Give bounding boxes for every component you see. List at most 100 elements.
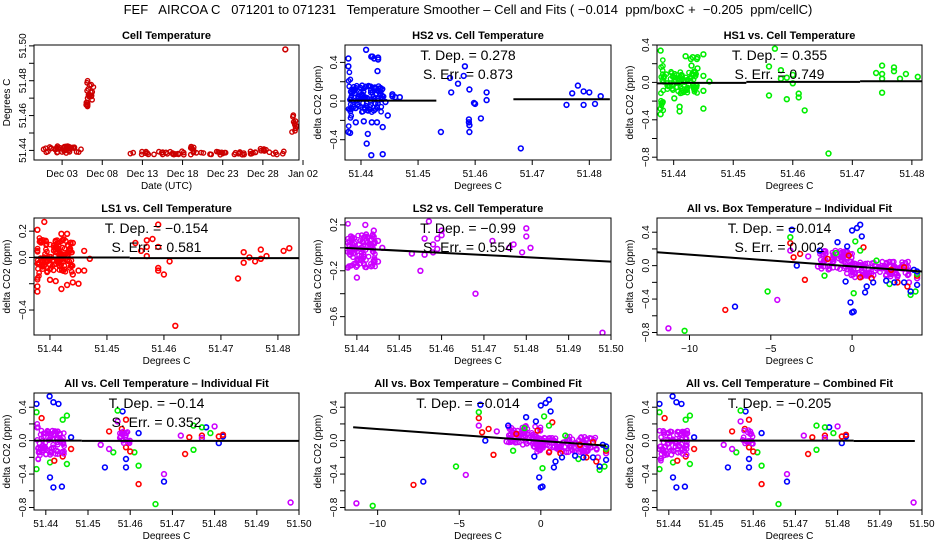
data-point [537,402,544,409]
data-point [844,270,850,277]
data-point [58,230,65,238]
data-point [489,237,496,245]
data-point [43,445,49,452]
data-point [771,45,779,52]
x-tick-label: 51.45 [75,519,100,530]
data-point [448,89,455,96]
y-tick-label: 0.0 [18,250,29,264]
data-point [84,79,91,86]
data-point [787,247,794,254]
chart-title: All vs. Box Temperature – Combined Fit [374,378,582,390]
x-axis-label: Degrees C [766,181,814,192]
data-point [913,281,921,289]
data-point [59,416,66,423]
fit-annotation: S. Err. = 0.581 [112,239,202,255]
data-point [177,432,185,439]
data-point [690,434,698,441]
data-point [540,413,548,420]
data-point [700,87,707,95]
data-point [200,150,207,156]
data-point [347,115,354,121]
data-point [345,63,352,70]
data-point [345,106,352,112]
data-point [446,74,454,82]
x-tick-label: 51.47 [208,344,233,355]
plot-area [353,396,610,509]
data-point [282,46,289,53]
data-point [821,272,828,279]
data-point [434,235,441,242]
data-point [847,299,854,306]
data-point [890,67,898,75]
x-tick-label: Dec 08 [86,169,118,180]
chart-title: All vs. Cell Temperature – Individual Fi… [64,378,269,390]
data-point [289,113,296,120]
data-point [287,499,294,506]
series-cell [40,46,299,158]
data-point [706,78,713,85]
x-axis-label: Date (UTC) [141,181,192,192]
y-tick-label: −0.8 [641,497,652,517]
data-point [138,151,145,158]
fit-annotation: T. Dep. = 0.278 [420,47,516,63]
data-point [352,119,359,126]
data-point [180,151,187,158]
data-point [78,146,84,153]
data-point [671,95,678,102]
data-point [63,230,71,238]
data-point [894,279,901,286]
data-point [905,271,912,278]
y-tick-label: 51.50 [18,33,29,58]
data-point [507,431,514,438]
data-point [822,250,829,257]
data-point [63,281,71,289]
x-tick-label: Dec 28 [247,169,279,180]
data-point [126,448,134,455]
x-tick-label: 51.48 [899,169,924,180]
data-point [485,425,492,433]
data-point [887,273,894,280]
data-point [367,106,374,113]
y-tick-label: 0.0 [329,433,340,447]
data-point [55,428,61,435]
data-point [353,274,361,281]
x-tick-label: 51.49 [556,344,581,355]
y-axis-label: delta CO2 (ppm) [2,240,13,314]
data-point [664,86,671,93]
data-point [904,272,911,279]
data-point [135,462,142,469]
data-point [290,119,297,125]
data-point [657,465,663,473]
data-point [348,262,355,269]
data-point [58,285,65,293]
fit-annotation: T. Dep. = −0.014 [728,220,832,236]
data-point [586,89,593,96]
data-point [241,151,248,158]
data-point [122,416,130,423]
x-axis: 51.44 51.45 51.46 51.47 51.48 Degrees C [37,335,291,367]
data-point [914,73,921,81]
x-axis-label: Degrees C [766,356,814,367]
data-point [863,283,870,290]
data-point [358,91,365,98]
data-point [681,483,689,490]
data-point [594,445,600,452]
data-point [34,465,40,473]
data-point [550,464,558,471]
data-point [509,447,517,454]
data-point [825,150,832,157]
data-point [596,463,603,470]
data-point [354,257,361,264]
data-point [345,220,351,227]
data-point [483,89,490,96]
data-point [891,279,898,286]
fit-line [353,426,607,447]
y-axis-label: delta CO2 (ppm) [313,66,324,140]
y-tick-label: −0.4 [641,289,652,309]
data-point [562,432,569,439]
data-point [694,53,701,61]
data-point [686,460,694,468]
data-point [580,88,587,95]
x-tick-label: 51.50 [286,519,311,530]
y-tick-label: 0.0 [18,433,29,447]
